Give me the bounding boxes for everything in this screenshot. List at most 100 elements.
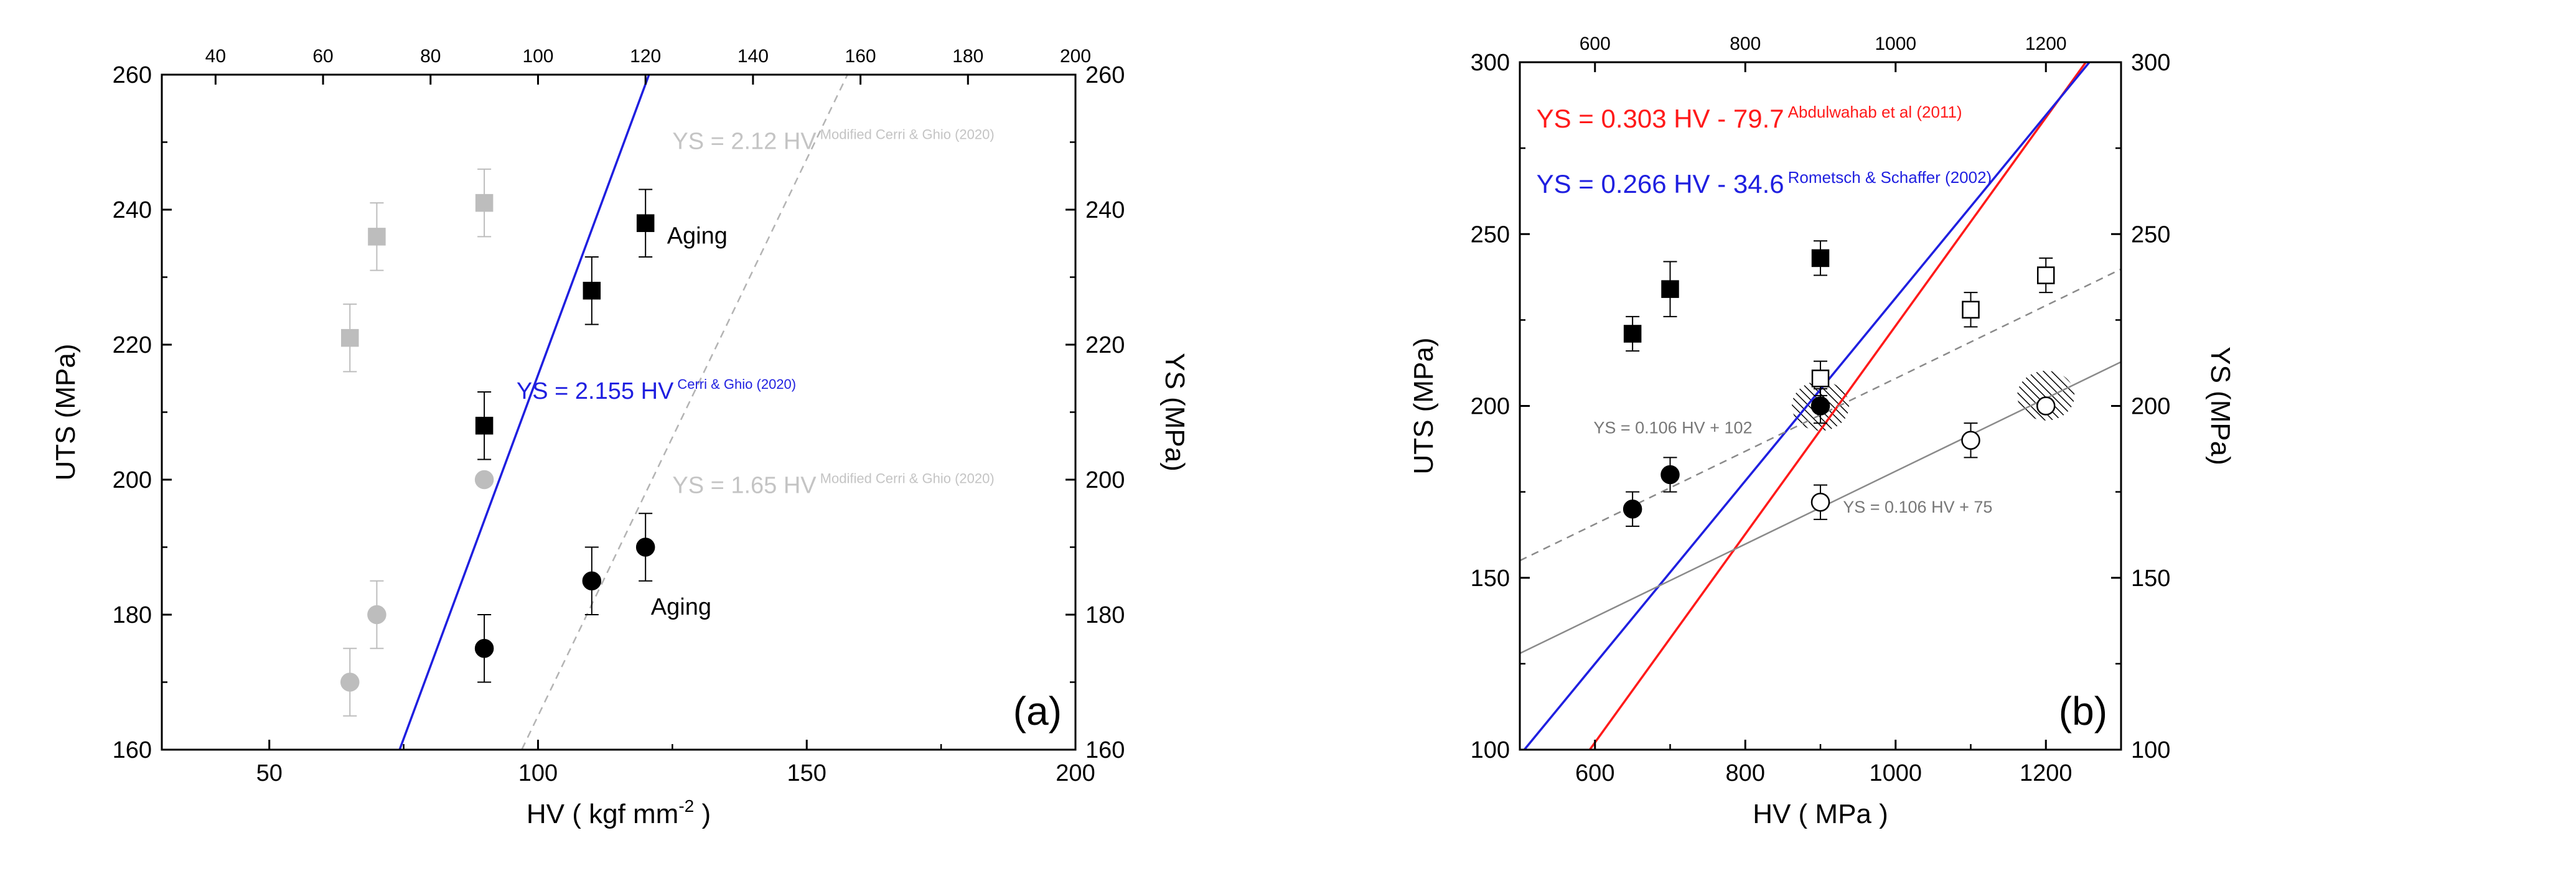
y-tick-label-right: 220 xyxy=(1085,332,1125,358)
top-tick-label: 120 xyxy=(630,46,661,67)
fit-line xyxy=(398,75,650,750)
y-axis-title-left: UTS (MPa) xyxy=(50,344,81,481)
y-axis-title-left: UTS (MPa) xyxy=(1408,338,1439,475)
data-point-square xyxy=(475,193,494,212)
top-tick-label: 140 xyxy=(738,46,769,67)
x-tick-label: 150 xyxy=(787,760,827,786)
data-point-circle xyxy=(1810,492,1830,512)
panel-label: (b) xyxy=(2059,689,2107,733)
fit-lines xyxy=(398,75,849,750)
x-axis-title: HV ( MPa ) xyxy=(1753,799,1888,829)
annotation: YS = 0.106 HV + 75 xyxy=(1843,498,1992,516)
top-tick-label: 100 xyxy=(522,46,553,67)
annotation-sup: Modified Cerri & Ghio (2020) xyxy=(820,126,995,142)
x-axis-title: HV ( kgf mm-2 ) xyxy=(527,796,711,829)
top-tick-label: 160 xyxy=(845,46,876,67)
x-tick-label: 800 xyxy=(1726,760,1765,786)
top-tick-label: 1200 xyxy=(2025,34,2067,54)
y-tick-label-right: 100 xyxy=(2131,737,2170,763)
annotation: Aging xyxy=(667,223,728,249)
y-tick-label-left: 200 xyxy=(1471,394,1510,420)
annotation: YS = 0.303 HV - 79.7 Abdulwahab et al (20… xyxy=(1537,103,1962,133)
y-tick-label-left: 220 xyxy=(113,332,152,358)
data-point-circle xyxy=(635,538,655,557)
annotation: YS = 1.65 HV Modified Cerri & Ghio (2020) xyxy=(672,471,994,499)
data-point-circle xyxy=(1810,396,1830,416)
data-point-circle xyxy=(1961,431,1980,450)
data-point-circle xyxy=(2036,396,2056,416)
x-tick-label: 200 xyxy=(1056,760,1095,786)
y-axis-title-right: YS (MPa) xyxy=(1159,353,1190,472)
top-tick-label: 180 xyxy=(952,46,983,67)
data-point-square xyxy=(368,228,386,246)
top-tick-label: 800 xyxy=(1730,34,1761,54)
data-point-square xyxy=(1661,280,1679,298)
y-tick-label-left: 160 xyxy=(113,737,152,763)
x-tick-label: 600 xyxy=(1575,760,1614,786)
x-tick-label: 1200 xyxy=(2020,760,2073,786)
data-point-square xyxy=(1623,325,1642,343)
y-tick-label-left: 260 xyxy=(113,62,152,88)
data-point-square xyxy=(340,328,359,347)
y-tick-label-right: 260 xyxy=(1085,62,1125,88)
data-point-square xyxy=(583,281,601,300)
y-axis-title-right: YS (MPa) xyxy=(2205,347,2236,465)
plot-frame xyxy=(161,73,1077,751)
top-tick-label: 80 xyxy=(420,46,441,67)
data-point-circle xyxy=(1623,500,1642,519)
annotation: YS = 0.266 HV - 34.6 Rometsch & Schaffer … xyxy=(1537,168,1992,198)
data-point-circle xyxy=(582,571,602,590)
data-point-square xyxy=(1811,370,1830,388)
y-tick-label-left: 250 xyxy=(1471,221,1510,248)
data-point-circle xyxy=(474,470,494,490)
x-tick-label: 100 xyxy=(518,760,558,786)
x-tick-label: 1000 xyxy=(1869,760,1922,786)
fit-line xyxy=(521,75,849,750)
data-point-square xyxy=(2037,266,2055,284)
annotation-sup: Abdulwahab et al (2011) xyxy=(1788,103,1962,121)
annotation: YS = 2.155 HV Cerri & Ghio (2020) xyxy=(517,376,796,404)
x-axis-title-end: ) xyxy=(694,799,711,829)
top-tick-label: 600 xyxy=(1580,34,1611,54)
annotation: YS = 0.106 HV + 102 xyxy=(1593,419,1752,437)
y-tick-label-left: 180 xyxy=(113,602,152,628)
y-tick-label-right: 180 xyxy=(1085,602,1125,628)
y-tick-label-right: 160 xyxy=(1085,737,1125,763)
x-axis-title-sup: -2 xyxy=(678,796,694,816)
top-tick-label: 40 xyxy=(205,46,226,67)
data-point-circle xyxy=(1660,465,1680,485)
data-point-square xyxy=(475,416,494,435)
y-tick-label-left: 100 xyxy=(1471,737,1510,763)
y-tick-label-right: 240 xyxy=(1085,197,1125,223)
data-point-circle xyxy=(340,673,360,692)
y-tick-label-left: 150 xyxy=(1471,566,1510,592)
y-tick-label-left: 200 xyxy=(113,467,152,493)
chart-panel-b: 600 800 1000 1200 600 800 1000 1200 100 100 150 150… xyxy=(1408,34,2236,829)
annotation-sup: Cerri & Ghio (2020) xyxy=(677,376,796,392)
y-tick-label-right: 300 xyxy=(2131,50,2170,76)
top-tick-label: 200 xyxy=(1060,46,1091,67)
y-tick-label-left: 240 xyxy=(113,197,152,223)
annotation-sup: Modified Cerri & Ghio (2020) xyxy=(820,471,995,487)
data-point-square xyxy=(1962,300,1980,319)
annotation: Aging xyxy=(651,594,711,620)
x-tick-label: 50 xyxy=(256,760,283,786)
y-tick-label-right: 200 xyxy=(2131,394,2170,420)
hatched-region xyxy=(2017,370,2075,421)
data-point-square xyxy=(636,214,655,232)
annotation-sup: Rometsch & Schaffer (2002) xyxy=(1788,168,1992,187)
top-tick-label: 60 xyxy=(312,46,333,67)
y-tick-label-right: 150 xyxy=(2131,566,2170,592)
fit-line xyxy=(1588,62,2087,750)
y-tick-label-right: 200 xyxy=(1085,467,1125,493)
y-tick-label-right: 250 xyxy=(2131,221,2170,248)
data-point-circle xyxy=(474,639,494,658)
annotation: YS = 2.12 HV Modified Cerri & Ghio (2020) xyxy=(672,126,994,154)
data-point-circle xyxy=(367,605,386,625)
top-tick-label: 1000 xyxy=(1875,34,1916,54)
data-point-square xyxy=(1811,249,1830,268)
panel-label: (a) xyxy=(1013,689,1062,733)
y-tick-label-left: 300 xyxy=(1471,50,1510,76)
